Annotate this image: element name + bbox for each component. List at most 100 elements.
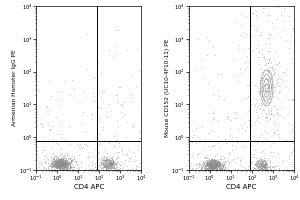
- Point: [57, 168, 62, 171]
- Point: [261, 159, 266, 162]
- Point: [212, 165, 217, 168]
- Point: [209, 120, 214, 123]
- Point: [53, 167, 58, 170]
- Point: [50, 161, 55, 164]
- Point: [246, 110, 251, 113]
- Point: [228, 134, 233, 137]
- Point: [208, 163, 213, 167]
- Point: [268, 71, 273, 74]
- Point: [257, 91, 262, 94]
- Point: [215, 141, 220, 144]
- Point: [272, 27, 276, 30]
- Point: [112, 163, 117, 166]
- Point: [263, 167, 268, 170]
- Point: [193, 168, 197, 172]
- Point: [66, 163, 71, 166]
- Point: [108, 168, 113, 171]
- Point: [62, 166, 67, 169]
- Point: [199, 166, 203, 169]
- Point: [59, 99, 64, 102]
- Point: [242, 67, 247, 70]
- Point: [60, 163, 65, 166]
- Point: [214, 168, 218, 171]
- Point: [205, 163, 210, 167]
- Point: [211, 163, 216, 167]
- Point: [110, 163, 114, 166]
- Point: [247, 163, 252, 166]
- Point: [261, 167, 266, 171]
- Point: [209, 161, 214, 165]
- Point: [264, 167, 269, 170]
- Point: [279, 35, 283, 39]
- Point: [208, 159, 213, 162]
- Point: [204, 166, 208, 169]
- Point: [240, 97, 245, 100]
- Point: [62, 160, 67, 163]
- Point: [118, 164, 123, 167]
- Point: [111, 166, 116, 169]
- Point: [266, 81, 271, 84]
- Point: [42, 148, 47, 152]
- Point: [204, 163, 208, 166]
- Point: [61, 161, 65, 165]
- Point: [213, 165, 218, 168]
- Point: [58, 161, 62, 165]
- Point: [104, 166, 109, 169]
- Point: [122, 164, 127, 168]
- Point: [285, 68, 290, 71]
- Point: [209, 163, 214, 166]
- Point: [263, 76, 268, 79]
- Point: [55, 163, 60, 166]
- Point: [266, 20, 270, 23]
- Point: [58, 160, 62, 163]
- Point: [262, 164, 267, 167]
- Point: [220, 168, 225, 171]
- Point: [252, 102, 256, 105]
- Point: [52, 164, 57, 168]
- Point: [91, 94, 96, 98]
- Point: [217, 167, 222, 170]
- Point: [53, 159, 58, 163]
- Point: [57, 161, 62, 164]
- Point: [104, 164, 109, 167]
- Point: [218, 168, 223, 171]
- Point: [264, 43, 269, 46]
- Point: [212, 163, 217, 167]
- Point: [265, 157, 269, 160]
- Point: [107, 164, 112, 167]
- Point: [213, 162, 218, 166]
- Point: [216, 164, 221, 167]
- Point: [120, 115, 124, 118]
- Point: [106, 168, 111, 172]
- Point: [212, 166, 217, 170]
- Point: [277, 166, 281, 170]
- Point: [110, 158, 115, 161]
- Point: [212, 159, 216, 163]
- Point: [111, 160, 116, 164]
- Point: [187, 104, 192, 107]
- Point: [215, 167, 220, 170]
- Point: [56, 162, 61, 165]
- Point: [109, 156, 114, 159]
- Point: [98, 168, 103, 171]
- Point: [59, 161, 64, 164]
- Point: [44, 166, 48, 169]
- Point: [263, 63, 268, 66]
- Point: [54, 160, 58, 163]
- Point: [55, 163, 59, 166]
- Point: [221, 164, 226, 167]
- Point: [212, 164, 217, 167]
- Point: [50, 161, 54, 164]
- Point: [258, 66, 263, 69]
- Point: [214, 163, 219, 166]
- Point: [206, 163, 211, 166]
- Point: [204, 161, 209, 165]
- Point: [50, 162, 54, 165]
- Point: [195, 167, 200, 170]
- Point: [59, 161, 64, 164]
- Point: [93, 167, 98, 170]
- Point: [265, 165, 270, 168]
- Point: [261, 97, 266, 101]
- Point: [101, 163, 106, 166]
- Point: [53, 158, 58, 161]
